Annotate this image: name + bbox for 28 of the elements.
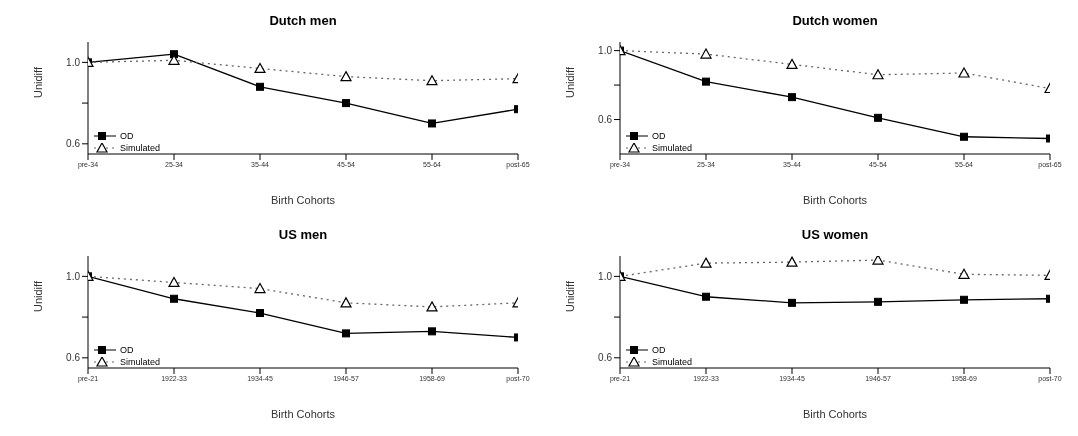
y-tick-label: 1.0 [66,56,81,68]
y-tick-label: 0.6 [598,352,613,364]
chart-title: US women [800,226,870,244]
y-axis-title: Unidiff [31,280,44,312]
legend-label: Simulated [652,143,693,153]
y-axis-title: Unidiff [563,66,576,98]
y-tick-label: 1.0 [66,270,81,282]
y-tick-label: 1.0 [598,270,613,282]
legend-label: Simulated [652,357,693,367]
chart-title: Dutch men [268,12,338,30]
chart-title: US men [277,226,329,244]
y-tick-label: 0.6 [66,138,81,150]
y-tick-label: 1.0 [598,45,613,57]
legend-label: OD [652,345,666,355]
legend-label: OD [120,131,134,141]
x-axis-title: Birth Cohorts [802,194,868,206]
legend-label: OD [652,131,666,141]
y-axis-title: Unidiff [31,66,44,98]
y-axis-title: Unidiff [563,280,576,312]
y-tick-label: 0.6 [598,114,613,126]
x-axis-title: Birth Cohorts [270,408,336,420]
legend-label: Simulated [120,357,161,367]
y-tick-label: 0.6 [66,352,81,364]
x-axis-title: Birth Cohorts [802,408,868,420]
chart-title: Dutch women [791,12,879,30]
x-axis-title: Birth Cohorts [270,194,336,206]
legend-label: Simulated [120,143,161,153]
legend-label: OD [120,345,134,355]
